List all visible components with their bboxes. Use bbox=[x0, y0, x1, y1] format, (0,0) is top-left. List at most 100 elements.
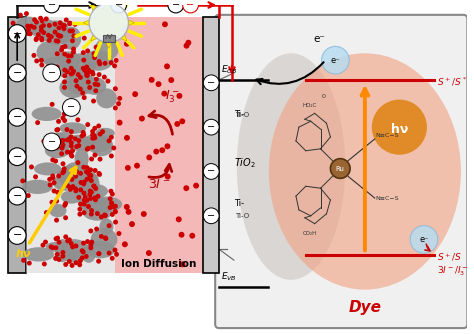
Ellipse shape bbox=[73, 178, 91, 194]
Text: CO₂H: CO₂H bbox=[303, 231, 317, 236]
Circle shape bbox=[110, 212, 115, 217]
Circle shape bbox=[48, 142, 53, 147]
Circle shape bbox=[44, 210, 49, 215]
Text: −: − bbox=[12, 29, 22, 38]
Text: −: − bbox=[172, 0, 180, 10]
Circle shape bbox=[114, 252, 119, 257]
Text: e⁻: e⁻ bbox=[330, 56, 340, 65]
Circle shape bbox=[43, 133, 61, 151]
Circle shape bbox=[27, 31, 33, 36]
Circle shape bbox=[176, 93, 182, 99]
Circle shape bbox=[63, 215, 68, 220]
Text: $E_{CB}$: $E_{CB}$ bbox=[221, 63, 237, 76]
Text: N≡C−S: N≡C−S bbox=[376, 133, 399, 138]
Circle shape bbox=[10, 21, 16, 26]
Circle shape bbox=[89, 212, 94, 216]
Circle shape bbox=[106, 78, 110, 84]
Circle shape bbox=[81, 249, 86, 255]
Circle shape bbox=[47, 38, 52, 43]
Circle shape bbox=[62, 26, 66, 31]
Circle shape bbox=[99, 234, 104, 239]
Text: $I_3^-$: $I_3^-$ bbox=[165, 89, 180, 105]
Ellipse shape bbox=[73, 170, 98, 189]
Circle shape bbox=[94, 77, 99, 82]
Circle shape bbox=[94, 226, 99, 231]
Circle shape bbox=[75, 117, 80, 122]
Circle shape bbox=[88, 228, 93, 233]
Circle shape bbox=[69, 177, 74, 182]
Circle shape bbox=[55, 190, 60, 195]
Circle shape bbox=[68, 185, 73, 190]
Ellipse shape bbox=[59, 122, 86, 134]
Circle shape bbox=[73, 243, 79, 248]
Circle shape bbox=[65, 53, 71, 58]
Circle shape bbox=[113, 86, 118, 91]
Circle shape bbox=[81, 132, 86, 137]
Circle shape bbox=[34, 58, 39, 63]
Circle shape bbox=[82, 210, 87, 215]
Ellipse shape bbox=[82, 244, 96, 263]
Circle shape bbox=[59, 151, 64, 156]
Circle shape bbox=[40, 18, 45, 23]
Ellipse shape bbox=[44, 141, 70, 151]
Circle shape bbox=[65, 238, 70, 243]
Circle shape bbox=[47, 23, 52, 28]
Circle shape bbox=[113, 209, 118, 214]
Circle shape bbox=[78, 258, 83, 263]
Ellipse shape bbox=[96, 88, 117, 108]
Circle shape bbox=[112, 63, 117, 68]
Text: $3I^-$: $3I^-$ bbox=[148, 178, 171, 191]
Circle shape bbox=[48, 182, 53, 187]
Circle shape bbox=[113, 204, 118, 209]
Circle shape bbox=[64, 127, 70, 132]
Circle shape bbox=[112, 247, 118, 253]
Ellipse shape bbox=[237, 53, 345, 280]
Circle shape bbox=[65, 69, 70, 74]
Circle shape bbox=[87, 168, 91, 173]
Circle shape bbox=[65, 183, 70, 188]
Ellipse shape bbox=[87, 199, 112, 213]
Circle shape bbox=[54, 236, 58, 241]
Ellipse shape bbox=[49, 204, 66, 217]
Text: Ti-O: Ti-O bbox=[235, 112, 249, 118]
Bar bbox=[115, 17, 203, 273]
Circle shape bbox=[97, 59, 101, 64]
Ellipse shape bbox=[53, 174, 78, 191]
Circle shape bbox=[73, 136, 78, 141]
Circle shape bbox=[77, 262, 82, 267]
Circle shape bbox=[73, 78, 79, 83]
Text: −: − bbox=[115, 0, 123, 10]
Circle shape bbox=[203, 208, 219, 224]
Circle shape bbox=[92, 82, 98, 87]
Circle shape bbox=[69, 66, 73, 71]
Circle shape bbox=[78, 171, 83, 176]
Circle shape bbox=[41, 139, 46, 144]
Circle shape bbox=[76, 138, 82, 143]
Circle shape bbox=[114, 58, 118, 63]
Circle shape bbox=[52, 180, 56, 185]
Ellipse shape bbox=[37, 19, 58, 41]
Circle shape bbox=[9, 148, 26, 166]
Circle shape bbox=[81, 241, 86, 245]
Circle shape bbox=[108, 196, 113, 201]
Circle shape bbox=[168, 0, 183, 13]
Ellipse shape bbox=[51, 133, 66, 146]
Ellipse shape bbox=[16, 16, 40, 35]
Circle shape bbox=[39, 62, 44, 67]
Circle shape bbox=[65, 138, 70, 142]
Circle shape bbox=[32, 25, 36, 30]
Text: $S^+/S$: $S^+/S$ bbox=[437, 251, 462, 263]
Circle shape bbox=[58, 34, 63, 38]
Circle shape bbox=[110, 256, 115, 261]
Circle shape bbox=[82, 67, 87, 72]
Circle shape bbox=[189, 233, 195, 239]
Text: −: − bbox=[12, 112, 22, 122]
Circle shape bbox=[71, 49, 76, 54]
Circle shape bbox=[84, 64, 89, 69]
Text: hν: hν bbox=[15, 249, 31, 259]
Circle shape bbox=[107, 138, 111, 143]
Circle shape bbox=[91, 99, 96, 104]
Circle shape bbox=[67, 21, 72, 26]
Circle shape bbox=[75, 160, 81, 165]
Text: HO₂C: HO₂C bbox=[303, 104, 317, 109]
